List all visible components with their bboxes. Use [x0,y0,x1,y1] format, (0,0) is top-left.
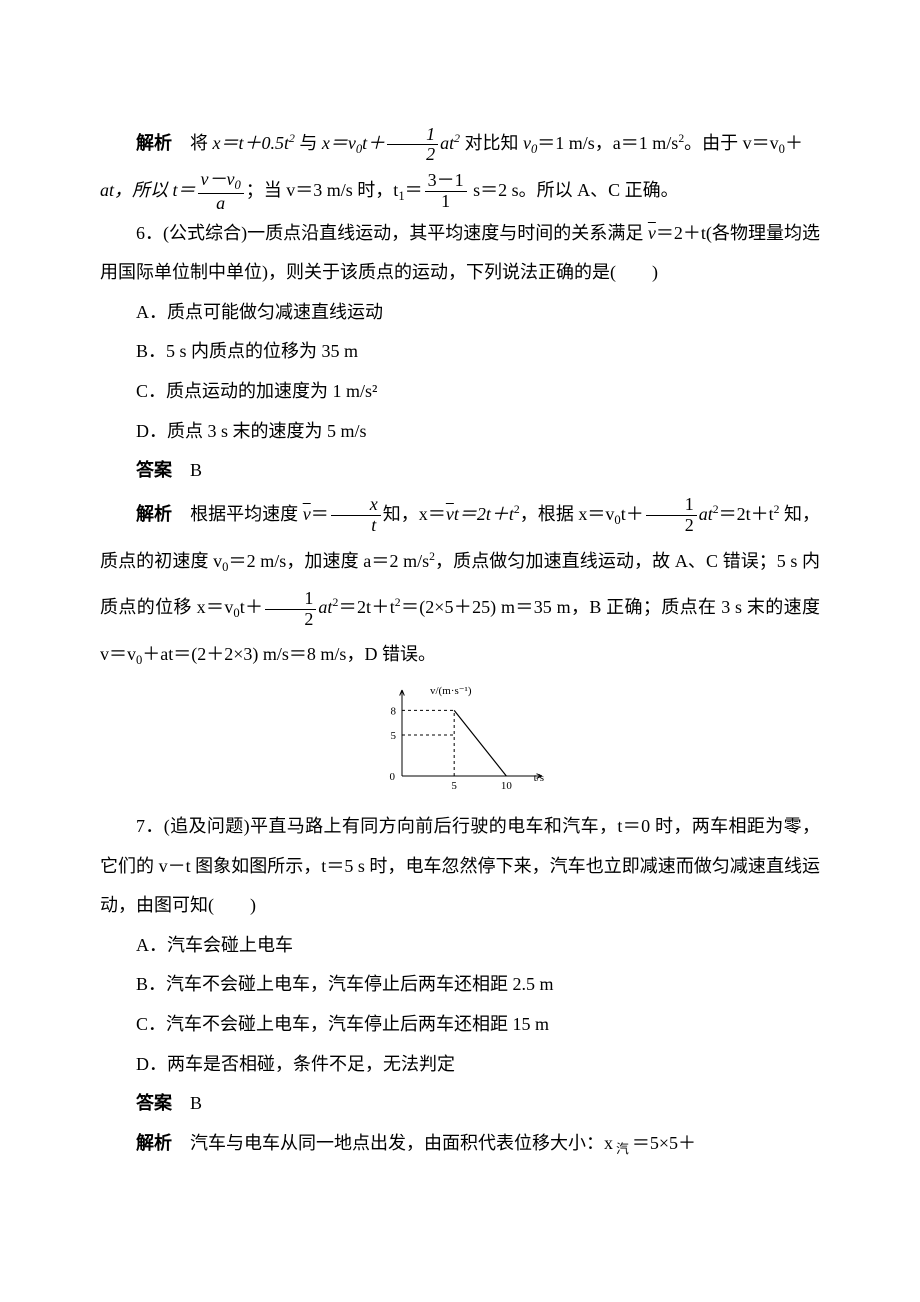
frac-vva: v－v0a [198,170,244,213]
t: t＋ [621,504,644,524]
t: ＝2t＋t [338,597,394,617]
t: 。由于 v＝v [684,133,779,153]
frac-half: 12 [646,495,697,536]
q6-optD: D．质点 3 s 末的速度为 5 m/s [100,412,820,452]
q6-optA: A．质点可能做匀减速直线运动 [100,293,820,333]
q6-analysis: 解析 根据平均速度 v＝xt知，x＝vt＝2t＋t2，根据 x＝v0t＋12at… [100,491,820,678]
vbar: v [648,223,656,243]
frac-half: 12 [387,125,438,166]
t: 根据平均速度 [190,504,303,524]
svg-text:10: 10 [501,780,513,792]
t: 将 [190,133,213,153]
eq: x＝t＋0.5t2 [213,133,295,153]
analysis-label: 解析 [136,504,172,524]
analysis-label: 解析 [136,133,172,153]
eq: v0 [523,133,537,153]
frac-31: 3－11 [425,171,467,212]
answer-value: B [190,460,202,480]
t: ，根据 x＝v [520,504,615,524]
t: ；当 v＝3 m/s 时，t [246,180,399,200]
q6-answer: 答案 B [100,451,820,491]
t: ＋at＝(2＋2×3) m/s＝8 m/s，D 错误。 [142,644,436,664]
svg-text:8: 8 [391,705,397,717]
t: at [318,597,332,617]
t: t＋ [240,597,264,617]
q5-analysis: 解析 将 x＝t＋0.5t2 与 x＝v0t＋12at2 对比知 v0＝1 m/… [100,120,820,167]
q7-answer: 答案 B [100,1084,820,1124]
vbar: v [446,504,454,524]
analysis-label: 解析 [136,1133,172,1153]
t: 与 [295,133,322,153]
q6-stem: 6．(公式综合)一质点沿直线运动，其平均速度与时间的关系满足 v＝2＋t(各物理… [100,214,820,293]
svg-text:v/(m·s⁻¹): v/(m·s⁻¹) [430,685,472,697]
svg-text:5: 5 [391,730,397,742]
t: s＝2 s。所以 A、C 正确。 [469,180,679,200]
frac-half: 12 [265,589,316,630]
eq: at，所以 t＝ [100,180,196,200]
vt-graph: 0 5 8 5 10 v/(m·s⁻¹) t/s [100,684,820,797]
answer-label: 答案 [136,460,172,480]
t: ＝2 m/s，加速度 a＝2 m/s [228,551,429,571]
q7-stem: 7．(追及问题)平直马路上有同方向前后行驶的电车和汽车，t＝0 时，两车相距为零… [100,807,820,926]
svg-text:t/s: t/s [534,772,544,784]
q7-analysis: 解析 汽车与电车从同一地点出发，由面积代表位移大小：x 汽 ＝5×5＋ [100,1124,820,1164]
t: ＝ [405,180,423,200]
frac-xt: xt [331,495,381,536]
eq: x＝v0t＋12at2 [322,133,460,153]
answer-label: 答案 [136,1093,172,1113]
page: 解析 将 x＝t＋0.5t2 与 x＝v0t＋12at2 对比知 v0＝1 m/… [0,0,920,1302]
t: at [699,504,713,524]
t: 对比知 [460,133,523,153]
q6-optC: C．质点运动的加速度为 1 m/s² [100,372,820,412]
sub: 汽 [613,1141,632,1155]
vbar: v [303,504,311,524]
q5-analysis-line2: at，所以 t＝v－v0a；当 v＝3 m/s 时，t1＝3－11 s＝2 s。… [100,167,820,214]
answer-value: B [190,1093,202,1113]
t: ＝1 m/s，a＝1 m/s [537,133,678,153]
svg-text:0: 0 [390,771,396,783]
t: ＋ [785,133,803,153]
svg-text:5: 5 [451,780,457,792]
t: ＝2t＋t [719,504,774,524]
q7-optC: C．汽车不会碰上电车，汽车停止后两车还相距 15 m [100,1005,820,1045]
t: 汽车与电车从同一地点出发，由面积代表位移大小：x [190,1133,613,1153]
q7-optA: A．汽车会碰上电车 [100,926,820,966]
q7-optB: B．汽车不会碰上电车，汽车停止后两车还相距 2.5 m [100,965,820,1005]
t: 6．(公式综合)一质点沿直线运动，其平均速度与时间的关系满足 [136,223,648,243]
t: 知，x＝ [383,504,446,524]
t: ＝ [311,504,329,524]
t: t＝2t＋t [454,504,514,524]
q6-optB: B．5 s 内质点的位移为 35 m [100,332,820,372]
vt-graph-svg: 0 5 8 5 10 v/(m·s⁻¹) t/s [370,684,550,794]
t: ＝5×5＋ [632,1133,696,1153]
q7-optD: D．两车是否相碰，条件不足，无法判定 [100,1045,820,1085]
